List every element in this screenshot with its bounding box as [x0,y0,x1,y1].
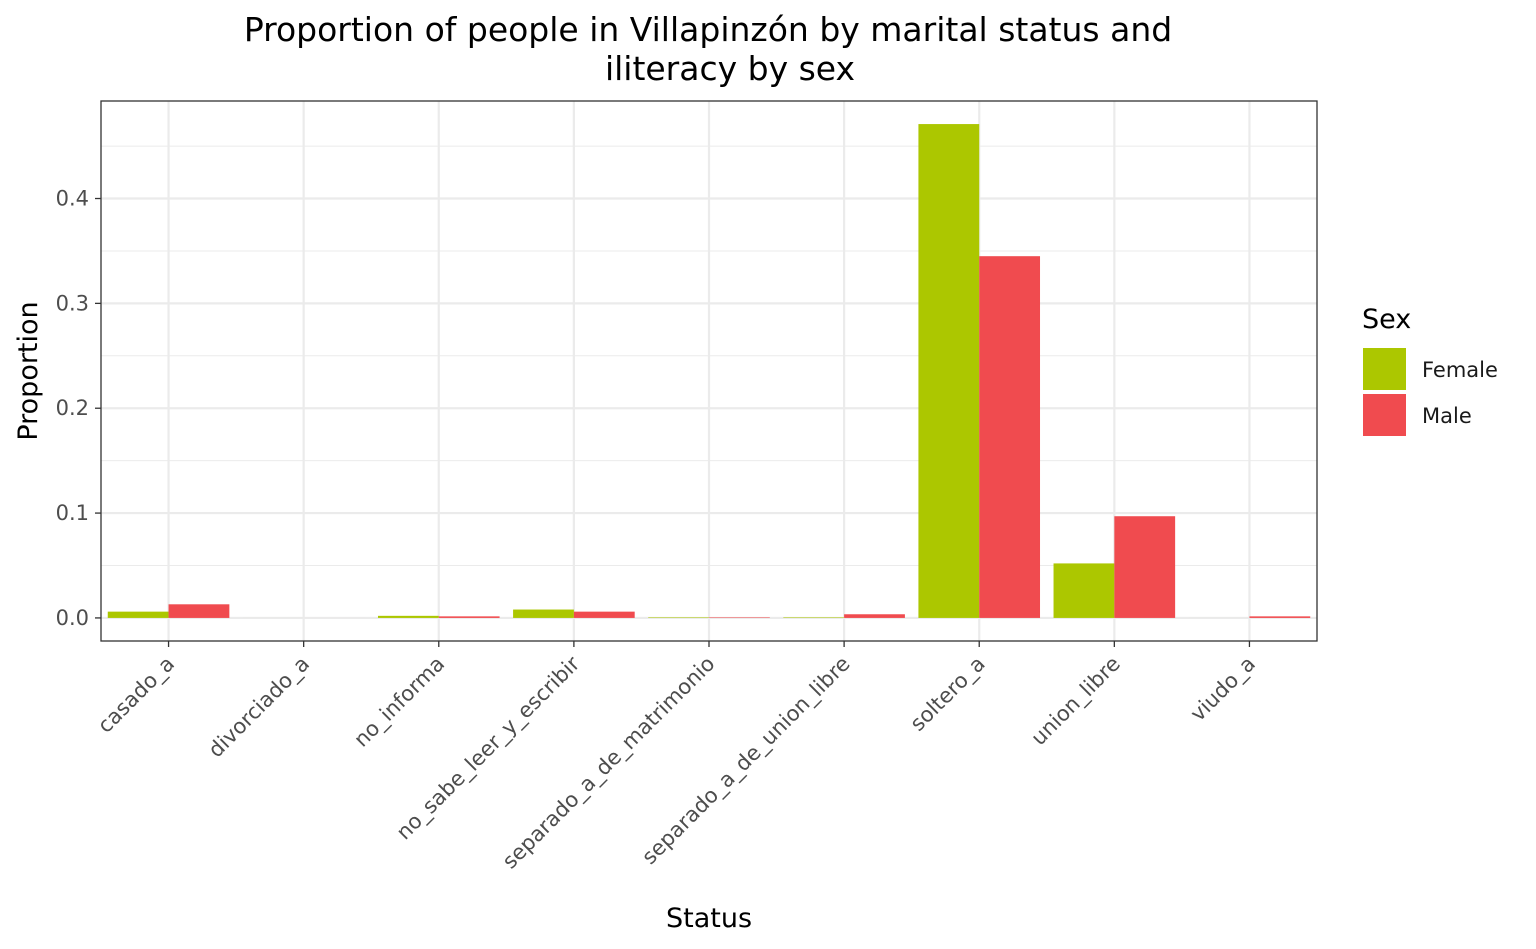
x-tick-label: viudo_a [1186,652,1261,727]
bar-female-separado_a_de_matrimonio [648,617,709,618]
legend-key-male [1363,394,1406,436]
y-axis-title: Proportion [13,301,44,440]
x-axis: casado_a divorciado_a no_informano_sabe_le… [93,641,1261,874]
x-tick-label: soltero_a [905,652,990,737]
y-tick-label: 0.1 [56,501,89,525]
bar-female-no_informa [377,615,439,618]
x-tick-label: union_libre [1026,652,1125,751]
bars [107,124,1311,618]
x-tick-label: casado_a [93,652,180,739]
x-tick-label: divorciado_a [204,652,315,763]
bar-female-separado_a_de_union_libre [783,617,845,618]
x-axis-title: Status [666,903,752,934]
bar-male-no_informa [438,616,500,618]
chart-title-line-1: Proportion of people in Villapinzón by m… [244,10,1172,49]
legend-label-male: Male [1422,404,1472,428]
bar-male-casado_a [168,604,230,618]
y-tick-label: 0.0 [56,606,89,630]
legend-key-female [1363,348,1406,390]
bar-male-separado_a_de_union_libre [844,614,905,618]
bar-male-no_sabe_leer_y_escribir [573,611,635,618]
bar-male-union_libre [1114,516,1176,618]
x-tick-label: separado_a_de_matrimonio [498,652,721,875]
legend-label-female: Female [1422,358,1498,382]
chart-title-line-2: iliteracy by sex [605,49,855,88]
bar-female-soltero_a [918,124,980,618]
bar-female-casado_a [107,611,169,618]
y-tick-label: 0.2 [56,396,89,420]
bar-male-viudo_a [1249,616,1311,618]
y-tick-label: 0.4 [56,187,89,211]
y-tick-label: 0.3 [56,291,89,315]
y-axis: 0.0 0.1 0.2 0.3 0.4 [56,187,101,630]
bar-female-union_libre [1053,563,1115,618]
x-tick-label: no_informa [349,652,450,753]
bar-male-soltero_a [979,256,1041,618]
bar-female-no_sabe_leer_y_escribir [513,609,574,618]
bar-male-separado_a_de_matrimonio [709,617,770,618]
legend: Sex Female Male [1362,304,1498,436]
legend-title: Sex [1362,304,1411,335]
